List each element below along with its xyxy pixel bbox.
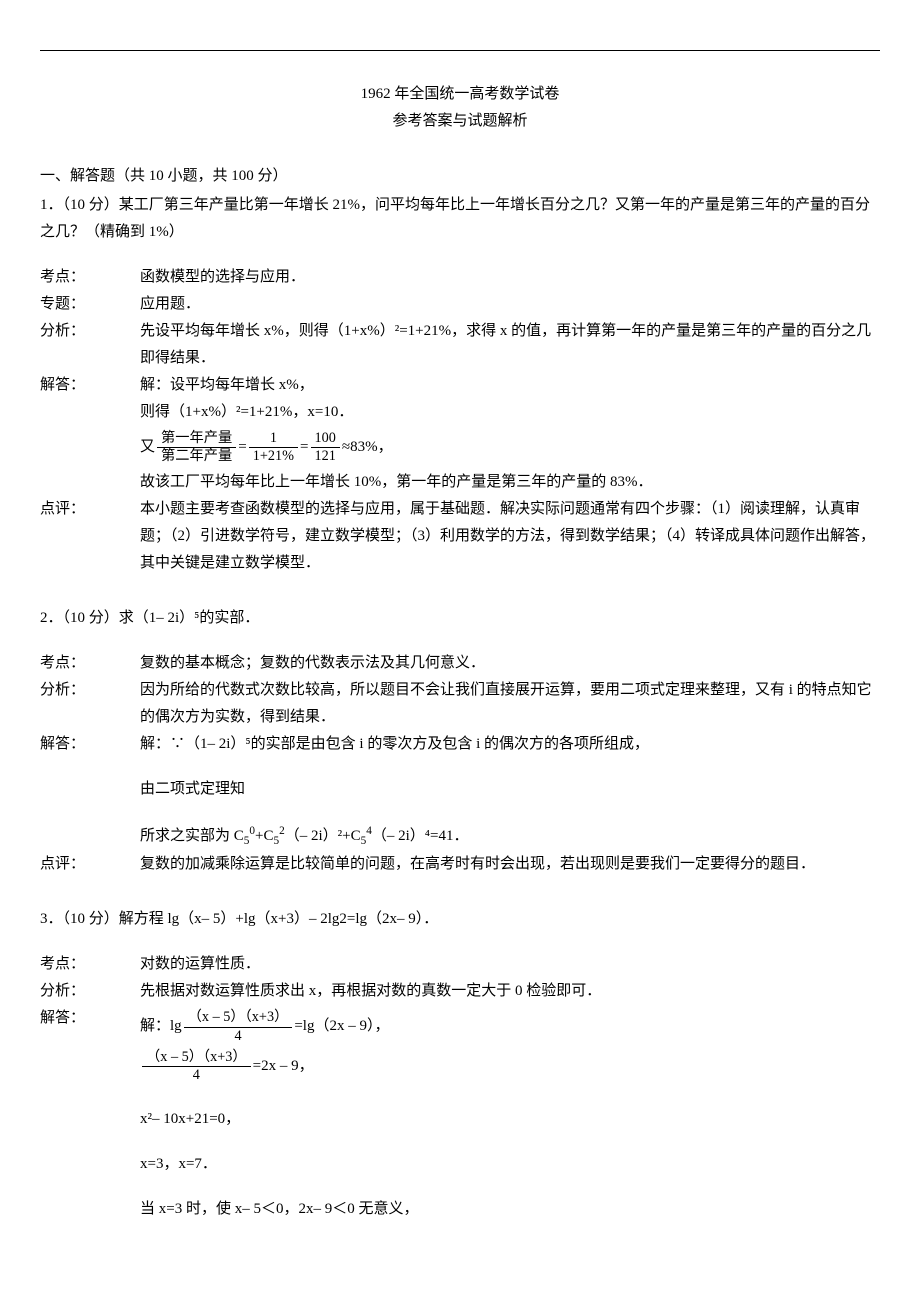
label-kaodian: 考点： <box>40 650 140 677</box>
frac-den: 4 <box>142 1067 251 1084</box>
p1-jieda-line3: 又第一年产量第二年产量=11+21%=100121≈83%， <box>140 430 880 465</box>
p2-jieda-line1: 解：∵（1– 2i）⁵的实部是由包含 i 的零次方及包含 i 的偶次方的各项所组… <box>140 731 880 758</box>
label-kaodian: 考点： <box>40 951 140 978</box>
eq-text: = <box>238 439 246 455</box>
problem-1-body: 考点： 函数模型的选择与应用． 专题： 应用题． 分析： 先设平均每年增长 x%… <box>40 264 880 577</box>
p1-l3-pre: 又 <box>140 439 155 455</box>
text: 解：lg <box>140 1018 182 1034</box>
frac-num: （x – 5）（x+3） <box>142 1049 251 1067</box>
p2-jieda-line3: 所求之实部为 C50+C52（– 2i）²+C54（– 2i）⁴=41． <box>140 821 880 851</box>
fraction-icon: （x – 5）（x+3）4 <box>184 1009 293 1044</box>
problem-2-stem: 2．（10 分）求（1– 2i）⁵的实部． <box>40 605 880 632</box>
problem-1-stem: 1．（10 分）某工厂第三年产量比第一年增长 21%，问平均每年比上一年增长百分… <box>40 192 880 246</box>
frac-den: 121 <box>311 448 340 465</box>
p2-kaodian: 复数的基本概念；复数的代数表示法及其几何意义． <box>140 650 880 677</box>
fraction-icon: （x – 5）（x+3）4 <box>142 1049 251 1084</box>
p1-dianping: 本小题主要考查函数模型的选择与应用，属于基础题．解决实际问题通常有四个步骤：（1… <box>140 496 880 577</box>
text: （– 2i）²+C <box>285 828 361 844</box>
frac-den: 1+21% <box>249 448 298 465</box>
p2-jieda-line2: 由二项式定理知 <box>140 776 880 803</box>
problem-2-body: 考点： 复数的基本概念；复数的代数表示法及其几何意义． 分析： 因为所给的代数式… <box>40 650 880 878</box>
eq-text: = <box>300 439 308 455</box>
p1-l3-post: ≈83%， <box>342 439 393 455</box>
label-kaodian: 考点： <box>40 264 140 291</box>
label-jieda: 解答： <box>40 731 140 851</box>
text: =lg（2x – 9）， <box>294 1018 389 1034</box>
p3-kaodian: 对数的运算性质． <box>140 951 880 978</box>
frac-num: （x – 5）（x+3） <box>184 1009 293 1027</box>
p2-fenxi: 因为所给的代数式次数比较高，所以题目不会让我们直接展开运算，要用二项式定理来整理… <box>140 677 880 731</box>
p3-jieda-line3: x²– 10x+21=0， <box>140 1106 880 1133</box>
frac-num: 第一年产量 <box>157 430 236 448</box>
title-line-2: 参考答案与试题解析 <box>40 108 880 135</box>
p1-jieda-line1: 解：设平均每年增长 x%， <box>140 372 880 399</box>
problem-3-body: 考点： 对数的运算性质． 分析： 先根据对数运算性质求出 x，再根据对数的真数一… <box>40 951 880 1222</box>
label-fenxi: 分析： <box>40 677 140 731</box>
text: +C <box>255 828 273 844</box>
label-dianping: 点评： <box>40 851 140 878</box>
fraction-icon: 100121 <box>311 430 340 465</box>
p2-jieda: 解：∵（1– 2i）⁵的实部是由包含 i 的零次方及包含 i 的偶次方的各项所组… <box>140 731 880 851</box>
fraction-icon: 第一年产量第二年产量 <box>157 430 236 465</box>
p1-fenxi: 先设平均每年增长 x%，则得（1+x%）²=1+21%，求得 x 的值，再计算第… <box>140 318 880 372</box>
frac-den: 4 <box>184 1028 293 1045</box>
label-zhuanti: 专题： <box>40 291 140 318</box>
p1-jieda: 解：设平均每年增长 x%， 则得（1+x%）²=1+21%，x=10． 又第一年… <box>140 372 880 496</box>
problem-3-stem: 3．（10 分）解方程 lg（x– 5）+lg（x+3）– 2lg2=lg（2x… <box>40 906 880 933</box>
frac-den: 第二年产量 <box>157 448 236 465</box>
frac-num: 1 <box>249 430 298 448</box>
label-fenxi: 分析： <box>40 318 140 372</box>
text: （– 2i）⁴=41． <box>372 828 469 844</box>
frac-num: 100 <box>311 430 340 448</box>
p3-jieda: 解：lg（x – 5）（x+3）4=lg（2x – 9）， （x – 5）（x+… <box>140 1005 880 1222</box>
p3-jieda-line4: x=3，x=7． <box>140 1151 880 1178</box>
p1-zhuanti: 应用题． <box>140 291 880 318</box>
label-jieda: 解答： <box>40 1005 140 1222</box>
text: =2x – 9， <box>253 1058 314 1074</box>
p3-jieda-line2: （x – 5）（x+3）4=2x – 9， <box>140 1049 880 1084</box>
top-rule <box>40 50 880 51</box>
p2-dianping: 复数的加减乘除运算是比较简单的问题，在高考时有时会出现，若出现则是要我们一定要得… <box>140 851 880 878</box>
label-fenxi: 分析： <box>40 978 140 1005</box>
label-dianping: 点评： <box>40 496 140 577</box>
section-heading: 一、解答题（共 10 小题，共 100 分） <box>40 163 880 190</box>
title-line-1: 1962 年全国统一高考数学试卷 <box>40 81 880 108</box>
p3-jieda-line1: 解：lg（x – 5）（x+3）4=lg（2x – 9）， <box>140 1009 880 1044</box>
title-block: 1962 年全国统一高考数学试卷 参考答案与试题解析 <box>40 81 880 135</box>
label-jieda: 解答： <box>40 372 140 496</box>
p1-kaodian: 函数模型的选择与应用． <box>140 264 880 291</box>
text: 所求之实部为 C <box>140 828 244 844</box>
p3-fenxi: 先根据对数运算性质求出 x，再根据对数的真数一定大于 0 检验即可． <box>140 978 880 1005</box>
fraction-icon: 11+21% <box>249 430 298 465</box>
p3-jieda-line5: 当 x=3 时，使 x– 5＜0，2x– 9＜0 无意义， <box>140 1196 880 1223</box>
p1-jieda-line4: 故该工厂平均每年比上一年增长 10%，第一年的产量是第三年的产量的 83%． <box>140 469 880 496</box>
p1-jieda-line2: 则得（1+x%）²=1+21%，x=10． <box>140 399 880 426</box>
